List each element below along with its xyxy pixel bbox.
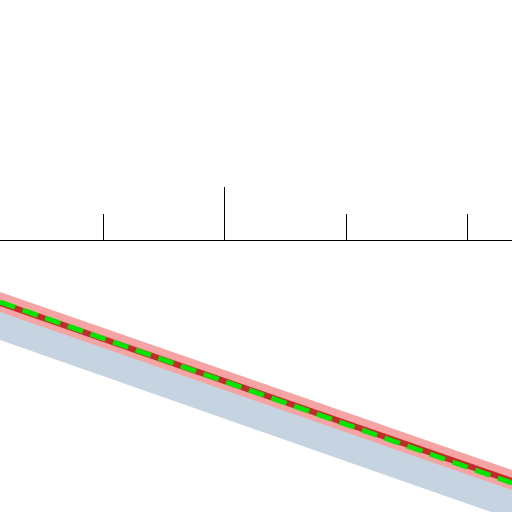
dashed-guide <box>0 299 512 486</box>
diagonal-band <box>0 292 512 512</box>
ruler <box>0 187 512 241</box>
shadow-band <box>0 308 512 512</box>
